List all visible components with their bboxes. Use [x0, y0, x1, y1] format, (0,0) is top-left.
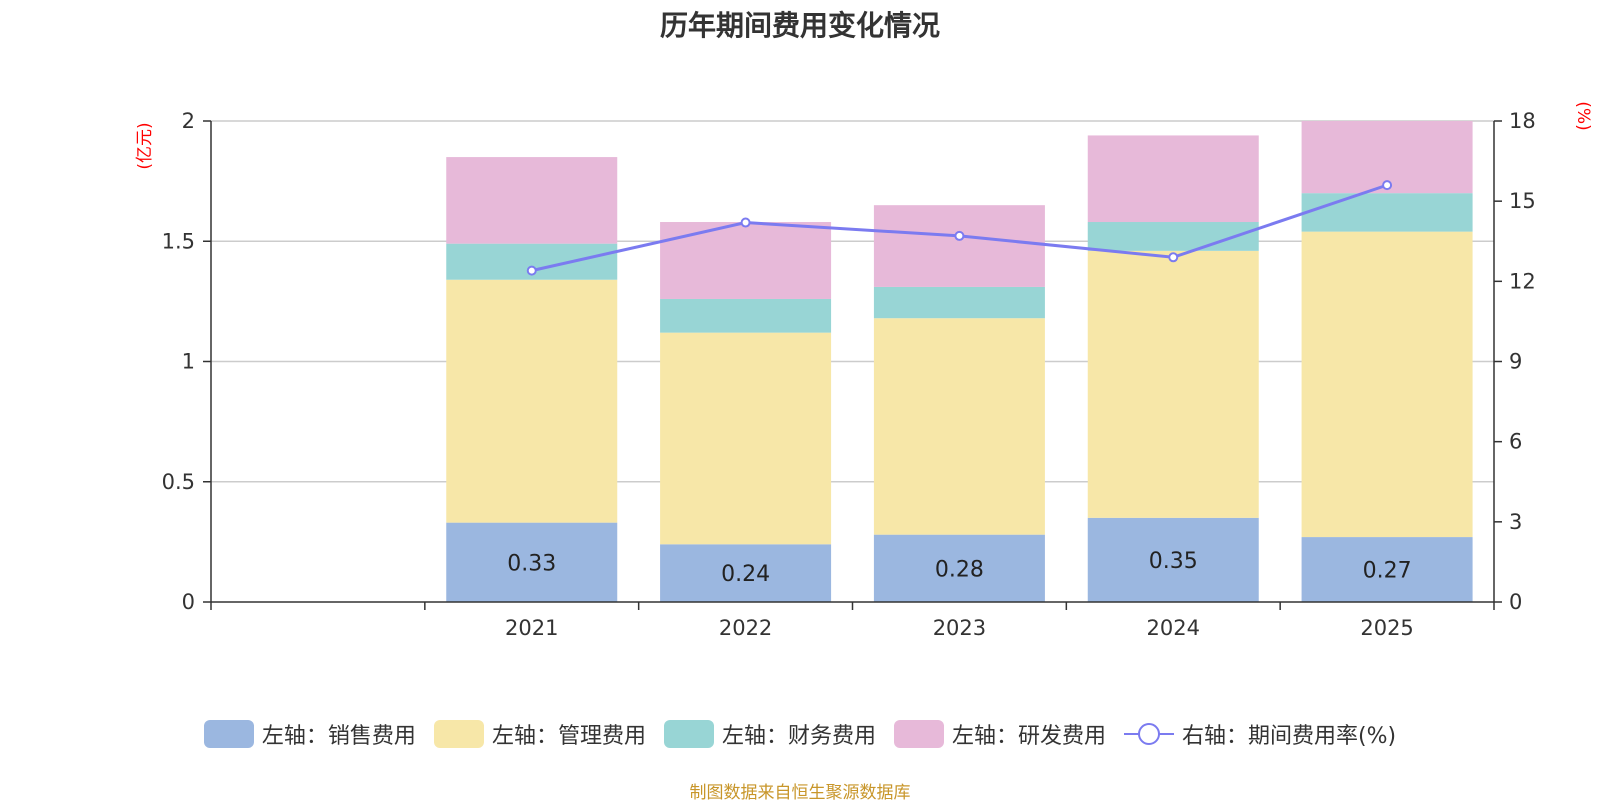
legend-swatch: [663, 720, 714, 748]
legend-label: 左轴：管理费用: [491, 724, 646, 749]
bar-segment-3: [1087, 222, 1259, 251]
bar-segment-3: [660, 298, 832, 333]
rate-point: [1382, 180, 1393, 191]
rate-point: [740, 217, 751, 228]
bar-value-label: 0.28: [935, 557, 984, 582]
bar-segment-3: [1301, 193, 1473, 232]
legend-item[interactable]: 左轴：财务费用: [663, 718, 876, 750]
right-tick-label: 15: [1509, 189, 1536, 213]
right-axis-unit: (%): [1573, 101, 1593, 130]
bar-segment-2: [660, 332, 832, 545]
grid-lines: [211, 120, 1494, 483]
x-tick-label: 2024: [1147, 616, 1200, 640]
rate-line: [526, 180, 1393, 276]
legend-swatch: [1123, 720, 1174, 748]
right-tick-label: 0: [1509, 590, 1522, 614]
bar-segment-4: [1087, 135, 1259, 223]
legend-label: 左轴：研发费用: [951, 724, 1106, 749]
bar-segment-2: [1087, 250, 1259, 518]
left-tick-label: 1: [182, 350, 195, 374]
bar-value-label: 0.24: [721, 562, 770, 587]
bar-value-label: 0.27: [1363, 559, 1412, 584]
right-tick-label: 18: [1509, 109, 1536, 133]
data-source: 制图数据来自恒生聚源数据库: [689, 783, 911, 803]
data-labels: 0.33 0.24 0.28 0.35 0.27: [507, 549, 1411, 587]
bar-value-label: 0.35: [1149, 549, 1198, 574]
left-tick-label: 0: [182, 590, 195, 614]
bar-value-label: 0.33: [507, 551, 556, 576]
left-tick-label: 1.5: [162, 229, 195, 253]
rate-point: [1168, 252, 1179, 263]
x-tick-label: 2021: [505, 616, 558, 640]
legend-item[interactable]: 右轴：期间费用率(%): [1123, 718, 1397, 750]
bar-segment-2: [873, 318, 1045, 535]
legend-swatch: [433, 720, 484, 748]
bars: [446, 121, 1473, 602]
rate-point: [954, 230, 965, 241]
bar-segment-4: [446, 157, 618, 244]
chart-title: 历年期间费用变化情况: [659, 9, 940, 42]
legend-item[interactable]: 左轴：研发费用: [893, 718, 1106, 750]
legend: 左轴：销售费用 左轴：管理费用 左轴：财务费用 左轴：研发费用 右轴：期间费用率(%): [0, 718, 1600, 750]
x-tick-label: 2022: [719, 616, 772, 640]
left-tick-label: 0.5: [162, 470, 195, 494]
legend-swatch: [893, 720, 944, 748]
right-tick-label: 3: [1509, 510, 1522, 534]
bar-segment-3: [873, 286, 1045, 319]
bar-segment-1: [446, 522, 618, 602]
legend-item[interactable]: 左轴：销售费用: [203, 718, 416, 750]
bar-segment-2: [446, 279, 618, 523]
bar-segment-1: [873, 534, 1045, 602]
legend-swatch: [203, 720, 254, 748]
legend-label: 右轴：期间费用率(%): [1181, 724, 1397, 749]
bar-segment-2: [1301, 231, 1473, 538]
x-tick-label: 2023: [933, 616, 986, 640]
bar-segment-4: [873, 205, 1045, 287]
right-tick-label: 12: [1509, 269, 1536, 293]
legend-label: 左轴：销售费用: [261, 724, 416, 749]
right-tick-label: 9: [1509, 350, 1522, 374]
bar-segment-1: [1301, 537, 1473, 602]
legend-label: 左轴：财务费用: [721, 724, 876, 749]
left-tick-label: 2: [182, 109, 195, 133]
right-tick-label: 6: [1509, 430, 1522, 454]
axes: 0 0.5 1 1.5 2 0 3 6 9 12 15 18 2021 2022 2023 2024 2025: [162, 109, 1536, 640]
legend-item[interactable]: 左轴：管理费用: [433, 718, 646, 750]
bar-segment-1: [1087, 517, 1259, 602]
bar-segment-1: [660, 544, 832, 602]
x-tick-label: 2025: [1360, 616, 1413, 640]
left-axis-unit: (亿元): [135, 122, 155, 169]
rate-point: [526, 265, 537, 276]
bar-segment-4: [660, 222, 832, 299]
